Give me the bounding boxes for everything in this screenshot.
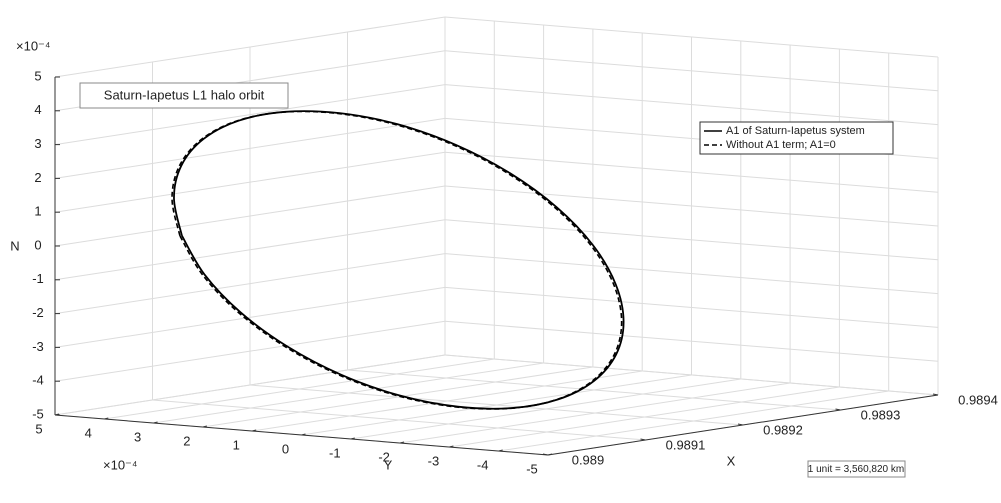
x-tick-label: 0.9893 bbox=[861, 407, 901, 422]
z-tick-label: 1 bbox=[34, 204, 41, 219]
y-tick-label: 1 bbox=[233, 437, 240, 452]
x-tick-label: 0.989 bbox=[572, 452, 605, 467]
tick-mark bbox=[542, 453, 549, 456]
grid-line bbox=[347, 369, 841, 411]
y-tick-label: 2 bbox=[183, 433, 190, 448]
y-tick-label: 5 bbox=[35, 421, 42, 436]
z-multiplier: ×10⁻⁴ bbox=[16, 38, 51, 53]
grid-line bbox=[444, 354, 939, 396]
y-tick-label: -2 bbox=[378, 449, 390, 464]
z-tick-label: -5 bbox=[32, 406, 44, 421]
y-tick-label: -1 bbox=[329, 445, 341, 460]
grid-line bbox=[152, 399, 646, 441]
tick-mark bbox=[350, 437, 355, 440]
z-tick-label: 4 bbox=[34, 102, 41, 117]
y-tick-label: -4 bbox=[477, 457, 489, 472]
grid: -5 -4 -3 -2 -1 0 1 2 3 4 5 5 4 3 2 1 0 -1 -2 -3 -4 -5 0.989 0.9… bbox=[32, 16, 998, 476]
z-tick-label: 5 bbox=[34, 68, 41, 83]
z-tick-label: -2 bbox=[32, 305, 44, 320]
tick-mark bbox=[737, 423, 744, 426]
y-tick-label: -3 bbox=[428, 453, 440, 468]
z-tick-label: -4 bbox=[32, 373, 44, 388]
x-axis-label: X bbox=[727, 453, 736, 468]
plot: A1 of Saturn-Iapetus system Without A1 te… bbox=[171, 110, 894, 410]
z-tick-label: -1 bbox=[32, 271, 44, 286]
tick-mark bbox=[498, 449, 503, 452]
y-tick-label: 3 bbox=[134, 429, 141, 444]
tick-mark bbox=[202, 425, 208, 428]
tick-mark bbox=[252, 429, 257, 432]
legend-label: Without A1 term; A1=0 bbox=[726, 139, 836, 151]
tick-mark bbox=[640, 438, 646, 441]
legend-label: A1 of Saturn-Iapetus system bbox=[726, 125, 865, 137]
z-tick-label: 3 bbox=[34, 136, 41, 151]
orbit-line bbox=[171, 110, 623, 410]
z-tick-label: -3 bbox=[32, 339, 44, 354]
grid-line bbox=[249, 384, 744, 426]
tick-mark bbox=[54, 413, 60, 416]
z-tick-label: 0 bbox=[34, 237, 41, 252]
note-box bbox=[807, 460, 906, 478]
z-axis-label: N bbox=[10, 238, 19, 253]
annotation: Saturn-Iapetus L1 halo orbit bbox=[104, 87, 265, 102]
orbit-line bbox=[173, 110, 625, 410]
x-tick-label: 0.9892 bbox=[763, 422, 803, 437]
note: 1 unit = 3,560,820 km bbox=[808, 464, 904, 475]
legend-box bbox=[699, 121, 894, 155]
y-tick-label: -5 bbox=[526, 461, 538, 476]
tick-mark bbox=[399, 441, 405, 444]
tick-mark bbox=[301, 433, 306, 436]
tick-mark bbox=[835, 408, 841, 411]
z-tick-label: 2 bbox=[34, 170, 41, 185]
y-axis-label: Y bbox=[384, 457, 393, 472]
y-tick-label: 4 bbox=[85, 425, 92, 440]
tick-mark bbox=[104, 417, 109, 420]
x-tick-label: 0.9894 bbox=[958, 392, 998, 407]
annotation-box bbox=[79, 82, 289, 109]
tick-mark bbox=[153, 421, 158, 424]
y-tick-label: 0 bbox=[282, 441, 289, 456]
tick-mark bbox=[547, 453, 553, 456]
tick-mark bbox=[932, 393, 939, 396]
tick-mark bbox=[449, 445, 454, 448]
y-multiplier: ×10⁻⁴ bbox=[103, 457, 138, 472]
x-tick-label: 0.9891 bbox=[666, 437, 706, 452]
